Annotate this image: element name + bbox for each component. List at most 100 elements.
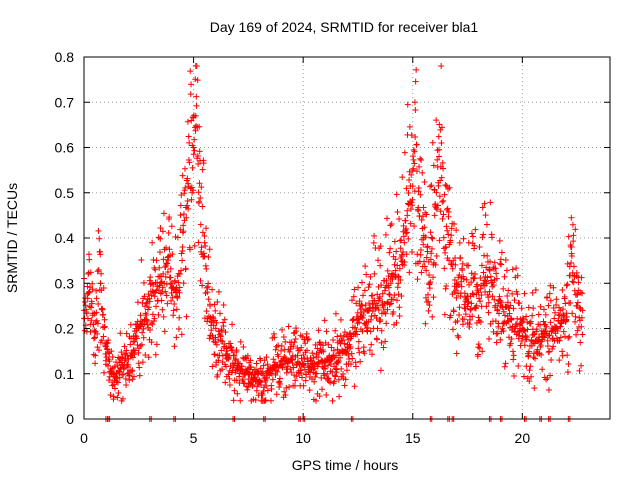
data-point xyxy=(507,302,514,309)
data-point xyxy=(374,291,381,298)
data-point xyxy=(484,252,491,259)
data-point xyxy=(381,300,388,307)
data-point xyxy=(563,282,570,289)
data-point xyxy=(92,352,99,359)
data-point xyxy=(423,267,430,274)
data-point xyxy=(426,272,433,279)
data-point xyxy=(288,369,295,376)
data-point xyxy=(253,376,260,383)
data-point xyxy=(418,216,425,223)
data-point xyxy=(428,250,435,257)
data-point xyxy=(191,147,198,154)
data-point xyxy=(459,260,466,267)
data-point xyxy=(485,299,492,306)
data-point xyxy=(432,201,439,208)
data-point xyxy=(201,232,208,239)
data-point xyxy=(395,273,402,280)
data-point xyxy=(231,387,238,394)
data-point xyxy=(366,305,373,312)
data-point xyxy=(263,354,270,361)
data-point xyxy=(199,229,206,236)
data-point xyxy=(286,348,293,355)
data-point xyxy=(371,270,378,277)
data-point xyxy=(257,365,264,372)
data-point xyxy=(319,386,326,393)
data-point xyxy=(164,269,171,276)
data-point xyxy=(389,276,396,283)
data-point xyxy=(564,281,571,288)
data-point xyxy=(534,346,541,353)
data-point xyxy=(87,269,94,276)
data-point xyxy=(445,231,452,238)
data-point xyxy=(273,391,280,398)
data-point xyxy=(408,132,415,139)
data-point xyxy=(334,333,341,340)
data-point xyxy=(567,299,574,306)
data-point xyxy=(95,266,102,273)
data-point xyxy=(342,348,349,355)
data-point xyxy=(460,275,467,282)
data-point xyxy=(442,249,449,256)
data-point xyxy=(308,357,315,364)
data-point xyxy=(84,315,91,322)
data-point xyxy=(195,161,202,168)
data-point xyxy=(142,351,149,358)
data-point xyxy=(186,246,193,253)
data-point xyxy=(315,327,322,334)
data-point xyxy=(556,337,563,344)
data-point xyxy=(318,374,325,381)
data-point xyxy=(420,204,427,211)
data-point xyxy=(298,344,305,351)
data-point xyxy=(427,279,434,286)
data-point xyxy=(467,316,474,323)
data-point xyxy=(218,327,225,334)
data-point xyxy=(244,352,251,359)
data-point xyxy=(433,206,440,213)
data-point xyxy=(498,249,505,256)
data-point xyxy=(187,91,194,98)
data-point xyxy=(347,343,354,350)
data-point xyxy=(564,352,571,359)
data-point xyxy=(553,302,560,309)
data-point xyxy=(356,349,363,356)
data-point xyxy=(173,306,180,313)
data-point xyxy=(355,284,362,291)
data-point xyxy=(160,270,167,277)
data-point xyxy=(177,212,184,219)
data-point xyxy=(209,363,216,370)
data-point xyxy=(360,312,367,319)
data-point xyxy=(476,295,483,302)
data-point xyxy=(477,298,484,305)
data-point xyxy=(528,373,535,380)
data-point xyxy=(160,256,167,263)
data-point xyxy=(525,348,532,355)
data-point xyxy=(243,383,250,390)
data-point xyxy=(413,168,420,175)
data-point xyxy=(438,174,445,181)
data-point xyxy=(404,101,411,108)
data-point xyxy=(363,271,370,278)
data-point xyxy=(226,375,233,382)
data-point xyxy=(552,309,559,316)
data-point xyxy=(539,336,546,343)
data-point xyxy=(398,237,405,244)
data-point xyxy=(493,275,500,282)
data-point xyxy=(203,284,210,291)
data-point xyxy=(127,341,134,348)
data-point xyxy=(441,311,448,318)
data-point xyxy=(180,228,187,235)
x-tick-label: 10 xyxy=(295,430,311,446)
data-point xyxy=(564,369,571,376)
data-point xyxy=(452,287,459,294)
data-point xyxy=(439,165,446,172)
data-point xyxy=(244,386,251,393)
data-point xyxy=(190,112,197,119)
data-point xyxy=(433,189,440,196)
data-point xyxy=(351,286,358,293)
data-point xyxy=(132,347,139,354)
data-point xyxy=(262,397,269,404)
data-point xyxy=(369,301,376,308)
data-point xyxy=(493,339,500,346)
data-point xyxy=(532,287,539,294)
data-point xyxy=(411,99,418,106)
